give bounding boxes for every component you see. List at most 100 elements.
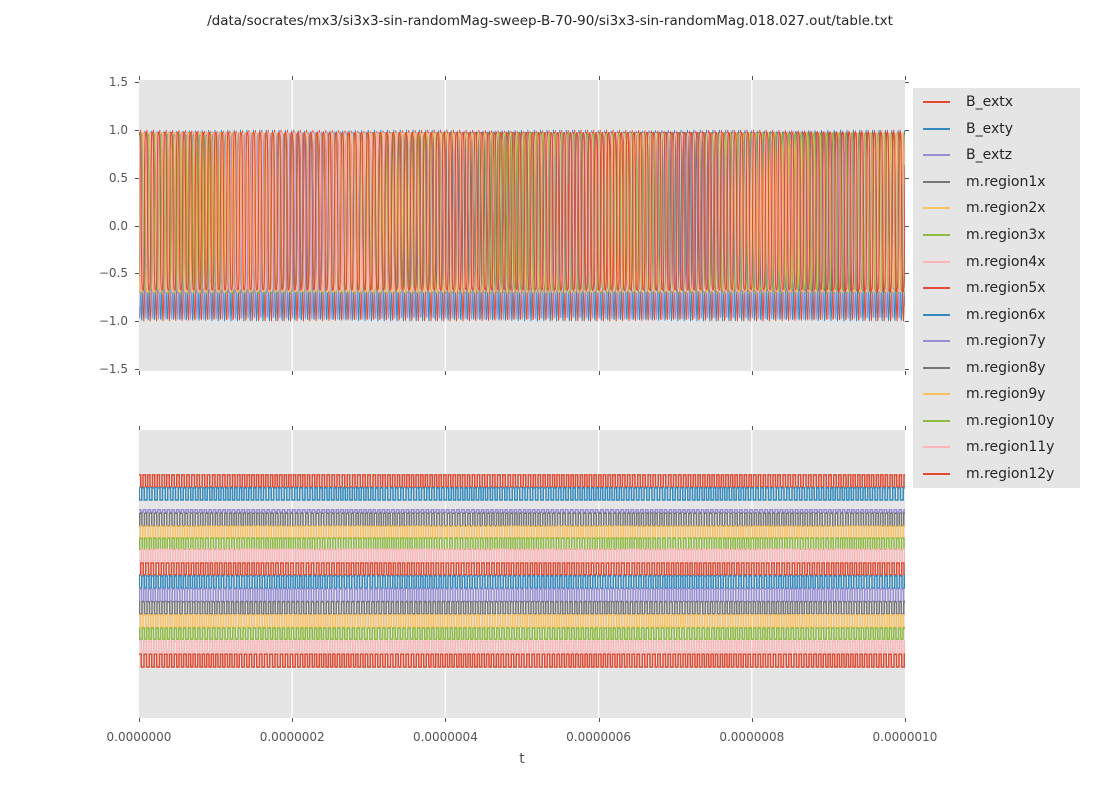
tick-mark [905,718,906,722]
x-axis-label: t [519,751,525,767]
legend-line-sample [923,127,950,130]
tick-mark [751,76,753,80]
tick-mark [135,369,139,370]
tick-mark [905,82,909,83]
tick-mark [135,130,139,131]
legend-label: m.region7y [966,333,1046,350]
tick-mark [905,371,906,375]
y-tick-label: 0.0 [108,218,128,233]
tick-mark [598,371,600,375]
legend-entry: m.region6x [923,301,1080,328]
tick-mark [135,178,139,179]
legend-label: B_exty [966,120,1014,137]
legend-line-sample [923,260,950,263]
legend-entry: B_extx [923,89,1080,116]
legend-entry: m.region9y [923,381,1080,408]
tick-mark [905,273,909,274]
y-tick-label: 1.0 [108,123,128,138]
tick-mark [139,371,140,375]
legend-line-sample [923,287,950,290]
tick-mark [445,426,447,430]
x-tick-label: 0.0000008 [719,730,785,744]
legend-label: m.region1x [966,173,1046,190]
tick-mark [292,718,294,722]
legend-line-sample [923,340,950,343]
bottom-plot-canvas [139,430,905,718]
x-tick-label: 0.0000000 [106,730,172,744]
figure-title: /data/socrates/mx3/si3x3-sin-randomMag-s… [207,13,893,29]
legend-line-sample [923,234,950,236]
legend-entry: m.region7y [923,328,1080,355]
legend-label: m.region11y [966,439,1055,456]
tick-mark [905,321,909,322]
y-tick-label: −1.0 [98,313,128,328]
legend-entry: m.region4x [923,248,1080,275]
y-tick-label: −0.5 [98,266,128,281]
top-plot-canvas [139,80,905,371]
tick-mark [905,76,906,80]
legend-label: m.region10y [966,412,1055,429]
tick-mark [905,178,909,179]
tick-mark [445,718,447,722]
top-subplot [139,80,905,371]
legend-line-sample [923,472,950,475]
legend-entry: m.region2x [923,195,1080,222]
tick-mark [292,426,294,430]
legend-line-sample [923,393,950,396]
legend-label: m.region6x [966,306,1046,323]
legend-entry: m.region10y [923,408,1080,435]
tick-mark [751,426,753,430]
legend-entry: m.region1x [923,169,1080,196]
legend: B_extx B_exty B_extz m.region1x m.region2x m.… [913,88,1080,488]
y-tick-label: 0.5 [108,170,128,185]
tick-mark [598,76,600,80]
legend-line-sample [923,180,950,183]
tick-mark [905,130,909,131]
legend-label: m.region4x [966,253,1046,270]
tick-mark [139,718,140,722]
x-tick-label: 0.0000002 [259,730,325,744]
tick-mark [292,76,294,80]
legend-entry: m.region12y [923,461,1080,488]
x-tick-label: 0.0000010 [872,730,938,744]
legend-line-sample [923,313,950,316]
tick-mark [139,76,140,80]
legend-line-sample [923,207,950,210]
tick-mark [598,426,600,430]
tick-mark [905,369,909,370]
legend-entry: B_exty [923,116,1080,143]
legend-line-sample [923,446,950,449]
bottom-subplot [139,430,905,718]
tick-mark [751,371,753,375]
legend-label: B_extz [966,147,1013,164]
tick-mark [445,76,447,80]
tick-mark [751,718,753,722]
legend-entry: m.region11y [923,434,1080,461]
tick-mark [445,371,447,375]
tick-mark [135,273,139,274]
x-tick-label: 0.0000006 [566,730,632,744]
tick-mark [905,226,909,227]
y-tick-label: −1.5 [98,361,128,376]
legend-label: m.region3x [966,227,1046,243]
legend-entry: m.region5x [923,275,1080,302]
legend-entry: B_extz [923,142,1080,169]
legend-label: m.region12y [966,465,1055,482]
legend-line-sample [923,419,950,422]
legend-line-sample [923,366,950,369]
y-tick-label: 1.5 [108,75,128,90]
legend-entry: m.region8y [923,354,1080,381]
x-tick-label: 0.0000004 [412,730,478,744]
tick-mark [135,321,139,322]
tick-mark [135,226,139,227]
tick-mark [598,718,600,722]
legend-label: m.region5x [966,280,1046,297]
tick-mark [292,371,294,375]
legend-line-sample [923,101,950,104]
legend-line-sample [923,154,950,157]
legend-label: m.region8y [966,359,1046,376]
legend-label: B_extx [966,94,1014,111]
legend-entry: m.region3x [923,222,1080,249]
legend-label: m.region9y [966,386,1046,403]
